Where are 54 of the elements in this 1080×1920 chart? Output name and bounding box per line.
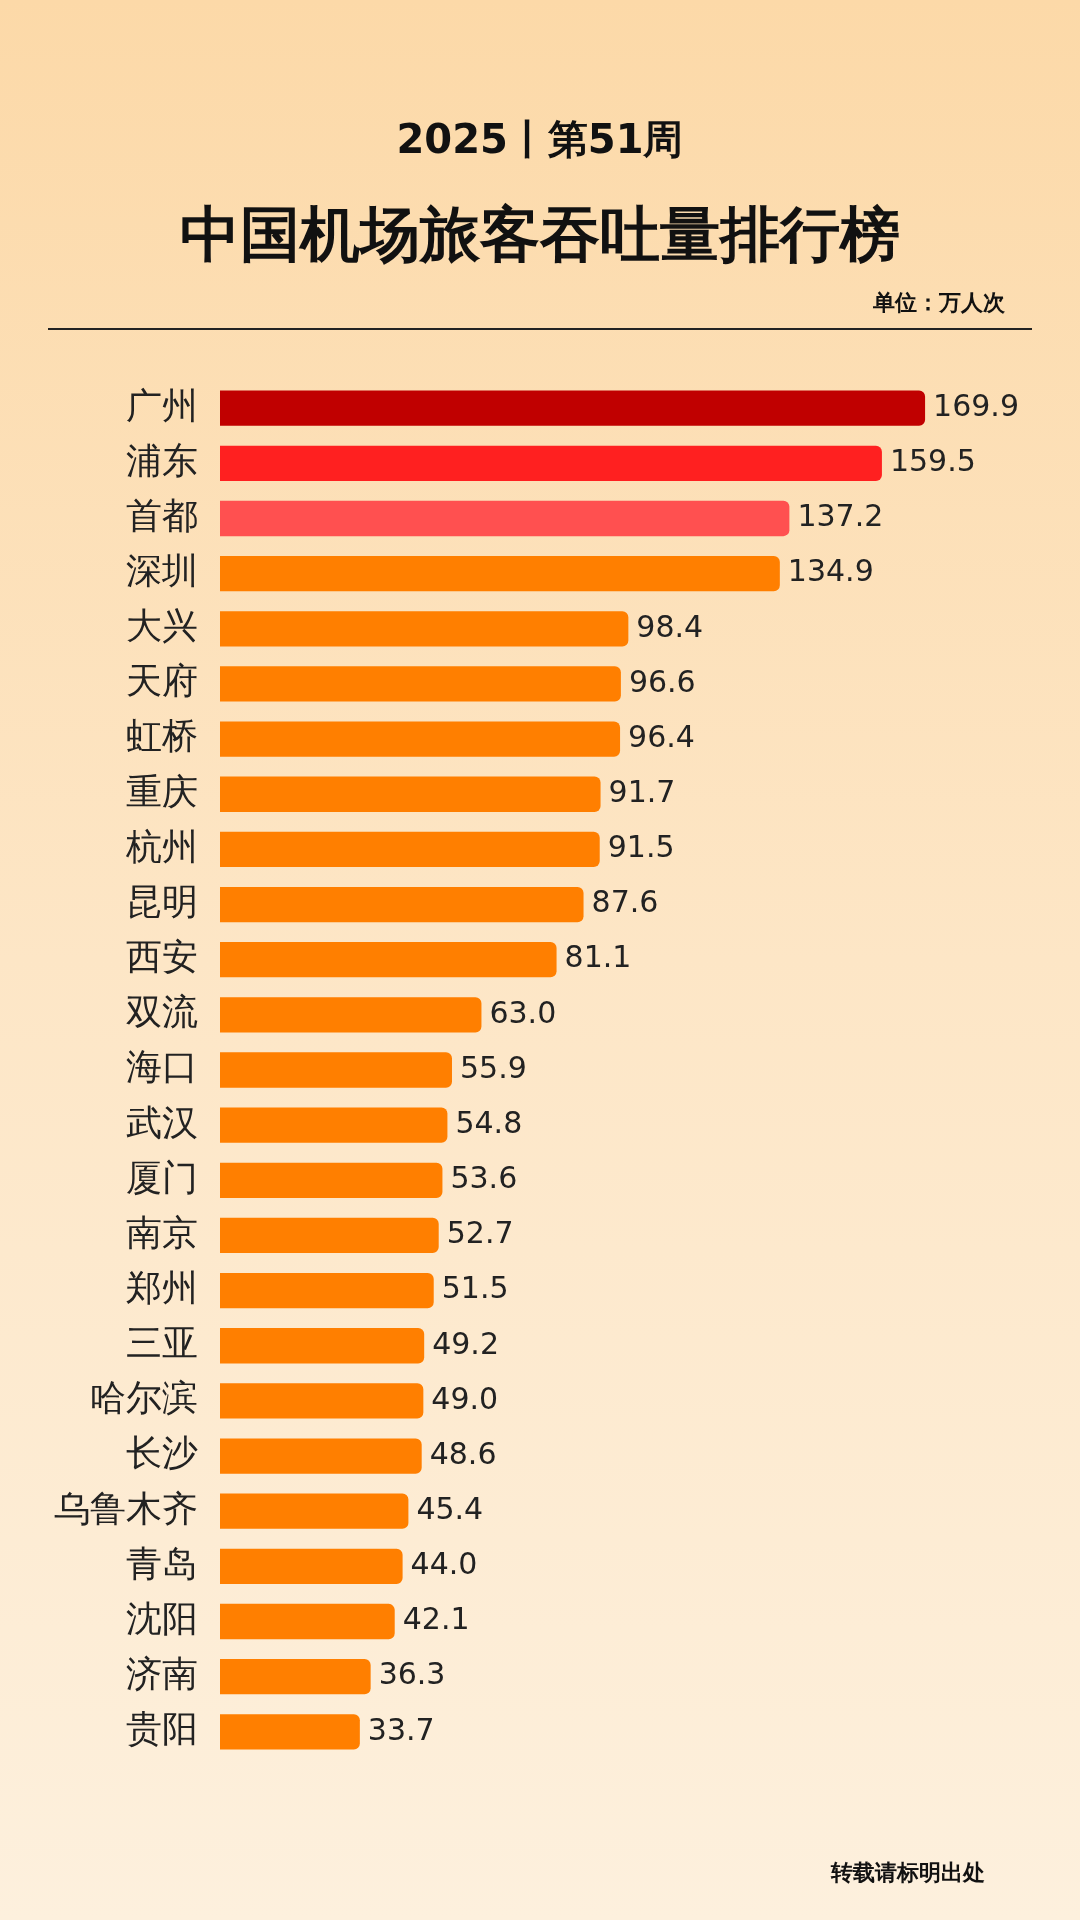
y-tick-label: 虹桥	[126, 715, 198, 757]
data-label: 134.9	[787, 553, 874, 589]
data-label: 81.1	[564, 939, 632, 975]
y-tick-label: 南京	[126, 1211, 198, 1253]
y-tick-label: 济南	[126, 1653, 198, 1695]
data-label: 96.4	[628, 718, 695, 754]
text: 单位：万人次	[873, 289, 1005, 317]
data-label: 49.0	[431, 1380, 499, 1416]
data-label: 169.9	[933, 387, 1019, 423]
data-label: 98.4	[636, 608, 704, 644]
y-tick-label: 沈阳	[126, 1597, 198, 1639]
data-label: 36.3	[378, 1656, 446, 1692]
chart-subtitle: 2025丨第51周	[395, 115, 685, 164]
y-tick-label: 海口	[126, 1046, 198, 1088]
y-tick-label: 大兴	[126, 605, 198, 647]
y-tick-label: 天府	[126, 660, 198, 702]
data-label: 48.6	[429, 1435, 497, 1471]
y-tick-label: 长沙	[126, 1432, 198, 1474]
y-tick-label: 杭州	[125, 825, 198, 867]
data-label: 55.9	[459, 1049, 527, 1085]
y-tick-label: 乌鲁木齐	[54, 1487, 198, 1529]
data-label: 45.4	[416, 1491, 484, 1527]
y-tick-label: 重庆	[126, 770, 198, 812]
y-tick-label: 西安	[126, 936, 198, 978]
data-label: 87.6	[591, 884, 659, 920]
data-label: 49.2	[432, 1325, 499, 1361]
data-label: 137.2	[797, 498, 884, 534]
data-label: 33.7	[367, 1711, 435, 1747]
data-label: 42.1	[402, 1601, 470, 1637]
chart-title: 中国机场旅客吞吐量排行榜	[179, 198, 901, 271]
y-tick-label: 郑州	[126, 1266, 198, 1308]
y-tick-label: 三亚	[126, 1322, 198, 1364]
text: 转载请标明出处	[831, 1859, 985, 1887]
y-tick-label: 双流	[126, 991, 198, 1033]
data-label: 91.7	[608, 774, 676, 810]
data-label: 51.5	[441, 1270, 509, 1306]
data-label: 91.5	[607, 829, 675, 865]
data-label: 53.6	[450, 1160, 518, 1196]
y-tick-label: 浦东	[126, 439, 198, 481]
data-label: 52.7	[446, 1215, 514, 1251]
y-tick-label: 广州	[126, 384, 198, 426]
data-label: 159.5	[889, 443, 976, 479]
data-label: 63.0	[489, 994, 557, 1030]
y-tick-label: 哈尔滨	[90, 1377, 198, 1419]
y-tick-label: 厦门	[126, 1156, 198, 1198]
y-tick-label: 贵阳	[126, 1708, 198, 1750]
data-label: 54.8	[455, 1104, 523, 1140]
y-tick-label: 武汉	[126, 1101, 198, 1143]
y-tick-label: 首都	[126, 494, 198, 536]
data-label: 44.0	[410, 1546, 478, 1582]
y-tick-label: 青岛	[126, 1542, 198, 1584]
y-tick-label: 昆明	[126, 880, 198, 922]
data-label: 96.6	[628, 663, 696, 699]
y-tick-label: 深圳	[126, 549, 198, 591]
